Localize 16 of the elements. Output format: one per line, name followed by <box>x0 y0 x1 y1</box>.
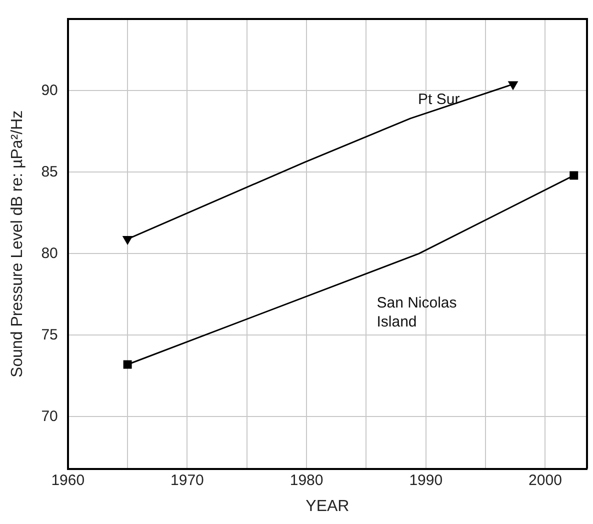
x-axis-title: YEAR <box>306 498 350 515</box>
x-tick-label: 1970 <box>170 472 204 489</box>
y-axis-title: Sound Pressure Level dB re: µPa²/Hz <box>9 110 26 378</box>
series-label: Pt Sur <box>418 90 460 108</box>
x-tick-label: 1980 <box>290 472 324 489</box>
x-tick-label: 1960 <box>51 472 85 489</box>
point <box>570 171 578 180</box>
y-tick-label: 85 <box>41 163 58 180</box>
series-label: San Nicolas Island <box>376 294 457 330</box>
point <box>123 360 132 369</box>
x-tick-label: 2000 <box>528 472 562 489</box>
x-tick-label: 1990 <box>409 472 443 489</box>
y-tick-label: 70 <box>41 408 58 425</box>
y-tick-label: 75 <box>41 326 58 344</box>
y-tick-label: 90 <box>41 82 58 99</box>
y-tick-label: 80 <box>41 244 58 262</box>
